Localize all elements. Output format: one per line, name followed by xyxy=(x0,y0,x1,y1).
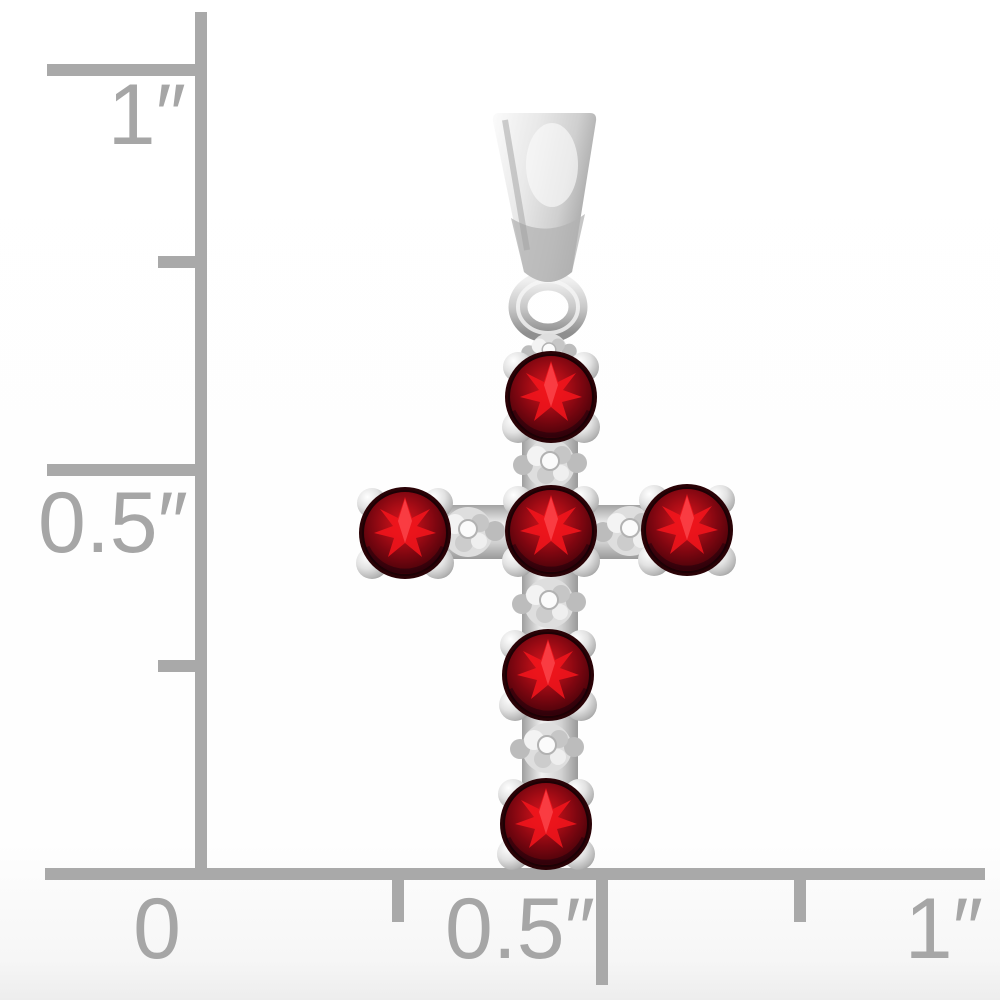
ruler-tick-h-05in xyxy=(596,880,608,985)
garnet-stone-center xyxy=(502,485,600,577)
garnet-stone-right xyxy=(638,484,736,576)
ruler-label-h-1in: 1″ xyxy=(904,881,983,977)
ruler-label-h-05in: 0.5″ xyxy=(445,881,595,977)
garnet-stone-left xyxy=(356,487,454,579)
horizontal-ruler-line xyxy=(45,868,985,880)
vertical-ruler-line xyxy=(195,12,207,880)
garnet-cross-pendant xyxy=(330,113,750,890)
ruler-label-v-05in: 0.5″ xyxy=(38,475,188,571)
pendant-bail xyxy=(492,113,597,282)
ruler-tick-h-025in xyxy=(392,880,404,922)
ruler-tick-h-075in xyxy=(794,880,806,922)
ruler-tick-v-05in xyxy=(47,464,195,476)
garnet-stone-top xyxy=(502,351,600,443)
garnet-stone-lower xyxy=(499,629,597,721)
ruler-tick-v-025in xyxy=(158,660,195,672)
ruler-tick-v-1in xyxy=(47,64,195,76)
ruler-label-v-1in: 1″ xyxy=(107,67,186,163)
ruler-label-h-0: 0 xyxy=(133,881,181,977)
ruler-tick-v-075in xyxy=(158,256,195,268)
garnet-stone-bottom xyxy=(497,778,595,870)
